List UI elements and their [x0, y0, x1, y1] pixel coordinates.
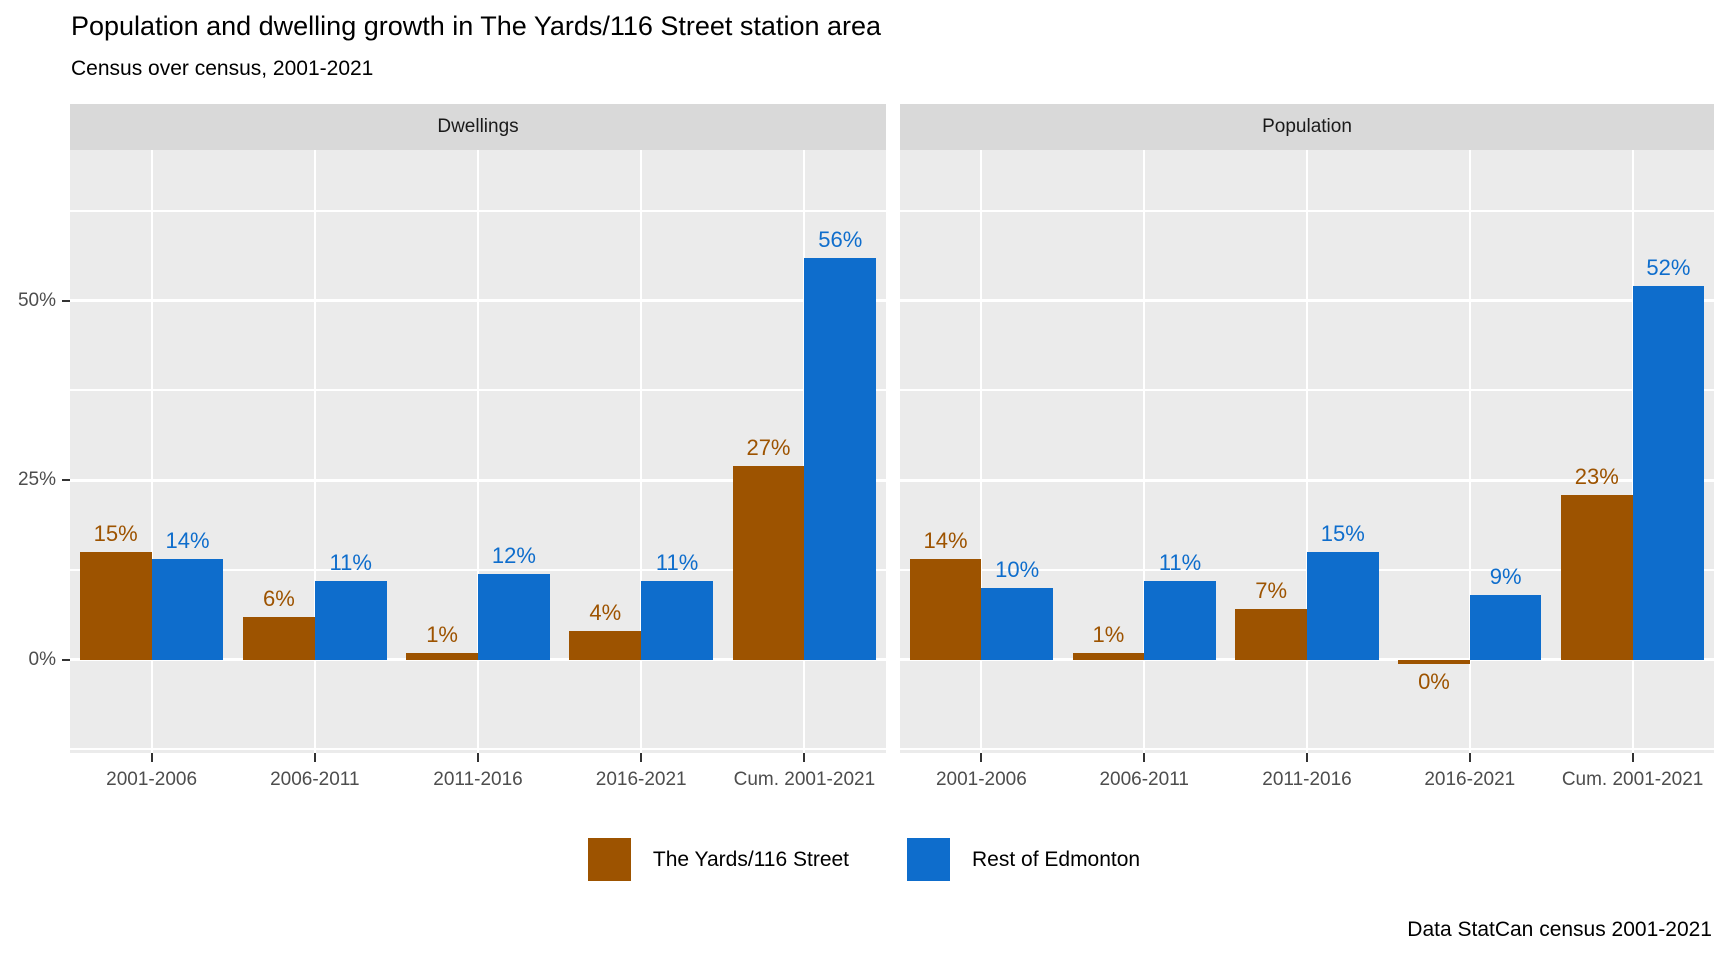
- bar-edmonton: [314, 580, 387, 660]
- gridline-category: [313, 150, 316, 753]
- y-tick-mark: [62, 658, 70, 661]
- chart-title: Population and dwelling growth in The Ya…: [71, 11, 882, 41]
- x-tick-label: 2011-2016: [433, 769, 523, 790]
- bar-value-label: 23%: [1574, 463, 1619, 489]
- x-axis-population: 2001-2006 2006-2011 2011-2016 2016-2021 Cum.…: [900, 753, 1714, 809]
- gridline-category: [980, 150, 983, 753]
- x-tick-label: 2016-2021: [1424, 769, 1516, 790]
- bar-edmonton: [1307, 552, 1379, 660]
- x-tick-label: 2006-2011: [270, 769, 360, 790]
- y-tick-label: 25%: [17, 469, 56, 491]
- chart-caption: Data StatCan census 2001-2021: [1407, 918, 1712, 941]
- facet-strip-population: Population: [900, 104, 1714, 150]
- bar-value-label: 1%: [1092, 621, 1125, 647]
- gridline-category: [640, 150, 643, 753]
- bar-value-label: 56%: [818, 226, 863, 252]
- bar-value-label: 15%: [93, 521, 138, 546]
- bar-value-label: 1%: [426, 621, 458, 647]
- bar-edmonton: [981, 587, 1054, 660]
- legend-entry-edmonton: Rest of Edmonton: [907, 838, 1140, 881]
- bar-yards: [242, 616, 315, 660]
- bar-yards: [909, 559, 982, 660]
- x-tick-mark: [640, 753, 643, 762]
- y-tick-mark: [62, 479, 70, 482]
- bar-edmonton: [1469, 595, 1542, 660]
- bar-value-label: 9%: [1489, 564, 1522, 590]
- bar-value-label: 52%: [1646, 255, 1691, 281]
- facet-dwellings: Dwellings 15% 14% 6% 11% 1% 12% 4% 11% 27% 56% 20…: [70, 104, 886, 809]
- bar-value-label: 27%: [746, 434, 791, 460]
- x-tick-mark: [1306, 753, 1308, 762]
- bar-edmonton: [478, 573, 550, 660]
- legend-swatch-yards-icon: [587, 838, 631, 881]
- bar-edmonton: [641, 580, 713, 660]
- x-tick-mark: [1631, 753, 1634, 762]
- bar-edmonton: [804, 257, 877, 660]
- x-tick-mark: [150, 753, 153, 762]
- y-tick-label: 0%: [28, 648, 56, 670]
- legend-swatch-edmonton-icon: [907, 838, 951, 881]
- y-tick-label: 50%: [17, 289, 56, 311]
- bar-yards: [732, 465, 805, 660]
- bar-value-label: 6%: [262, 585, 295, 611]
- facet-population: Population 14% 10% 1% 11% 7% 15% 0% 9% 23% 52% 20…: [900, 104, 1714, 809]
- x-tick-label: 2016-2021: [595, 769, 687, 790]
- bar-edmonton: [151, 559, 224, 660]
- bar-yards: [1072, 652, 1145, 660]
- chart-subtitle: Census over census, 2001-2021: [71, 57, 374, 80]
- panel-population: 14% 10% 1% 11% 7% 15% 0% 9% 23% 52%: [900, 150, 1714, 753]
- x-tick-mark: [803, 753, 806, 762]
- x-tick-mark: [313, 753, 316, 762]
- bar-yards: [569, 630, 642, 660]
- x-tick-label: Cum. 2001-2021: [1561, 769, 1704, 790]
- x-tick-mark: [1468, 753, 1471, 762]
- x-tick-label: 2001-2006: [106, 769, 198, 790]
- x-tick-mark: [477, 753, 479, 762]
- bar-yards: [79, 552, 152, 660]
- gridline-category: [477, 150, 479, 753]
- x-tick-mark: [980, 753, 983, 762]
- bar-value-label: 11%: [655, 549, 699, 575]
- bar-value-label: 11%: [1158, 549, 1202, 575]
- x-axis-dwellings: 2001-2006 2006-2011 2011-2016 2016-2021 Cum.…: [70, 753, 886, 809]
- bar-value-label: 14%: [165, 528, 210, 554]
- bar-value-label: 10%: [995, 556, 1040, 582]
- bar-value-label: 12%: [491, 542, 536, 568]
- legend-label-edmonton: Rest of Edmonton: [972, 847, 1141, 871]
- facet-strip-dwellings: Dwellings: [70, 104, 886, 150]
- y-tick-mark: [62, 299, 70, 302]
- gridline-category: [1468, 150, 1471, 753]
- x-tick-label: 2006-2011: [1099, 769, 1189, 790]
- bar-edmonton: [1144, 580, 1216, 660]
- bar-value-label: 7%: [1255, 578, 1288, 604]
- bar-value-label: 14%: [923, 528, 968, 554]
- bar-yards: [1235, 609, 1307, 660]
- chart-legend: The Yards/116 Street Rest of Edmonton: [0, 838, 1728, 881]
- gridline-category: [150, 150, 153, 753]
- y-axis: 0% 25% 50%: [0, 150, 70, 753]
- legend-entry-yards: The Yards/116 Street: [587, 838, 850, 881]
- x-tick-label: 2011-2016: [1262, 769, 1352, 790]
- bar-value-label: 0%: [1418, 668, 1450, 694]
- bar-edmonton: [1632, 286, 1705, 660]
- legend-label-yards: The Yards/116 Street: [652, 847, 850, 871]
- panel-dwellings: 15% 14% 6% 11% 1% 12% 4% 11% 27% 56%: [70, 150, 886, 753]
- x-tick-mark: [1143, 753, 1146, 762]
- gridline-category: [1143, 150, 1146, 753]
- bar-yards: [1398, 659, 1470, 664]
- x-tick-label: 2001-2006: [935, 769, 1027, 790]
- x-tick-label: Cum. 2001-2021: [733, 769, 876, 790]
- bar-yards: [1560, 494, 1633, 660]
- bar-value-label: 4%: [589, 599, 622, 625]
- bar-value-label: 15%: [1320, 521, 1365, 546]
- bar-value-label: 11%: [329, 549, 372, 575]
- gridline-category: [1306, 150, 1308, 753]
- bar-yards: [406, 652, 478, 660]
